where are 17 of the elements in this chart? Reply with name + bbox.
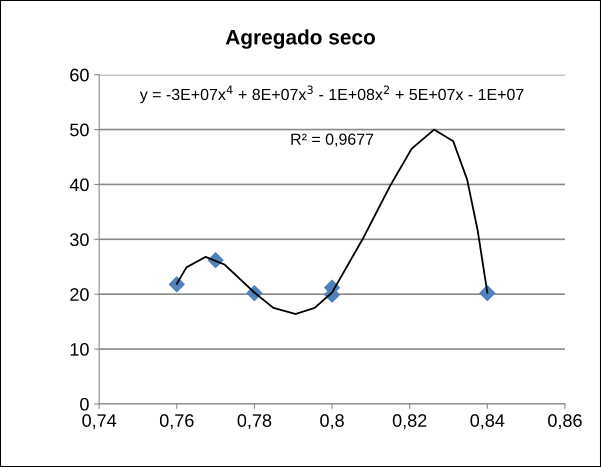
chart-title: Agregado seco bbox=[226, 29, 375, 49]
x-tick-label: 0,86 bbox=[548, 414, 582, 430]
y-tick-label: 20 bbox=[70, 288, 89, 301]
y-tick-label: 30 bbox=[70, 233, 89, 246]
x-tick-label: 0,74 bbox=[82, 414, 116, 430]
y-tick-label: 0 bbox=[80, 398, 89, 411]
annotation: R² = 0,9677 bbox=[291, 134, 374, 147]
x-tick-label: 0,84 bbox=[470, 414, 504, 430]
x-tick-label: 0,82 bbox=[392, 414, 426, 430]
x-tick-label: 0,76 bbox=[160, 414, 194, 430]
annotation: y = -3E+07x$^{4}$ + 8E+07x$^{3}$ - 1E+08x$^{2}$ + 5E+07x - 1E+07 bbox=[140, 86, 524, 104]
y-tick-label: 50 bbox=[70, 124, 89, 136]
y-tick-label: 60 bbox=[70, 68, 89, 82]
x-tick-label: 0,78 bbox=[238, 414, 272, 430]
x-tick-label: 0,8 bbox=[320, 414, 344, 430]
y-tick-label: 10 bbox=[70, 343, 89, 356]
y-tick-label: 40 bbox=[70, 178, 89, 192]
